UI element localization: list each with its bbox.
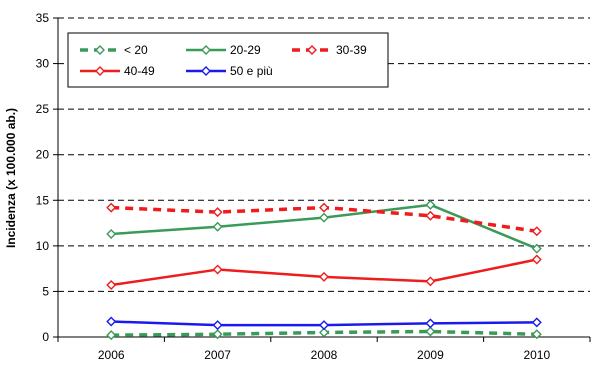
data-point bbox=[212, 264, 223, 275]
legend-marker bbox=[201, 66, 211, 76]
legend-item: 30-39 bbox=[292, 43, 367, 57]
data-point bbox=[106, 330, 117, 341]
y-tick-label: 0 bbox=[42, 330, 49, 344]
data-point bbox=[531, 329, 542, 340]
legend-marker bbox=[95, 66, 105, 76]
legend-label: 20-29 bbox=[230, 43, 261, 57]
data-point bbox=[425, 199, 436, 210]
data-point bbox=[212, 221, 223, 232]
data-point bbox=[531, 243, 542, 254]
data-point bbox=[425, 276, 436, 287]
y-tick-label: 25 bbox=[36, 102, 50, 116]
x-tick-label: 2006 bbox=[98, 348, 125, 362]
data-point bbox=[106, 202, 117, 213]
data-point bbox=[319, 202, 329, 213]
data-point bbox=[425, 326, 436, 337]
data-point bbox=[106, 316, 117, 327]
x-tick-label: 2009 bbox=[417, 348, 444, 362]
data-point bbox=[531, 254, 542, 265]
legend-label: 50 e più bbox=[230, 64, 273, 78]
data-point bbox=[106, 229, 117, 239]
series-0 bbox=[106, 326, 542, 341]
data-point bbox=[319, 327, 329, 338]
y-tick-label: 30 bbox=[36, 57, 50, 71]
legend: < 20 20-29 30-39 40-49 50 e più bbox=[67, 32, 389, 88]
data-point bbox=[319, 212, 329, 223]
series-3 bbox=[106, 254, 542, 291]
series-4 bbox=[106, 316, 542, 331]
data-point bbox=[531, 317, 542, 328]
x-tick-label: 2010 bbox=[523, 348, 550, 362]
series-group bbox=[106, 199, 542, 341]
legend-item: 20-29 bbox=[186, 43, 261, 57]
legend-label: 40-49 bbox=[124, 64, 155, 78]
data-point bbox=[531, 226, 542, 237]
x-tick-label: 2007 bbox=[204, 348, 231, 362]
y-tick-label: 20 bbox=[36, 148, 50, 162]
legend-label: 30-39 bbox=[336, 43, 367, 57]
y-tick-label: 15 bbox=[36, 193, 50, 207]
legend-item: 50 e più bbox=[186, 64, 273, 78]
y-tick-label: 10 bbox=[36, 239, 50, 253]
legend-marker bbox=[307, 45, 317, 55]
data-point bbox=[212, 329, 223, 340]
legend-label: < 20 bbox=[124, 43, 148, 57]
y-tick-label: 5 bbox=[42, 284, 49, 298]
legend-box bbox=[67, 32, 389, 88]
legend-marker bbox=[95, 45, 105, 55]
y-axis-label: Incidenza (x 100.000 ab.) bbox=[4, 108, 18, 248]
data-point bbox=[319, 271, 329, 282]
legend-item: < 20 bbox=[80, 43, 148, 57]
legend-marker bbox=[201, 45, 211, 55]
data-point bbox=[425, 318, 436, 329]
data-point bbox=[106, 280, 117, 291]
y-tick-label: 35 bbox=[36, 11, 50, 25]
data-point bbox=[212, 207, 223, 218]
data-point bbox=[212, 320, 223, 331]
grid bbox=[58, 17, 590, 292]
legend-item: 40-49 bbox=[80, 64, 155, 78]
series-2 bbox=[106, 202, 542, 237]
data-point bbox=[319, 320, 329, 331]
x-tick-label: 2008 bbox=[311, 348, 338, 362]
data-point bbox=[425, 210, 436, 221]
